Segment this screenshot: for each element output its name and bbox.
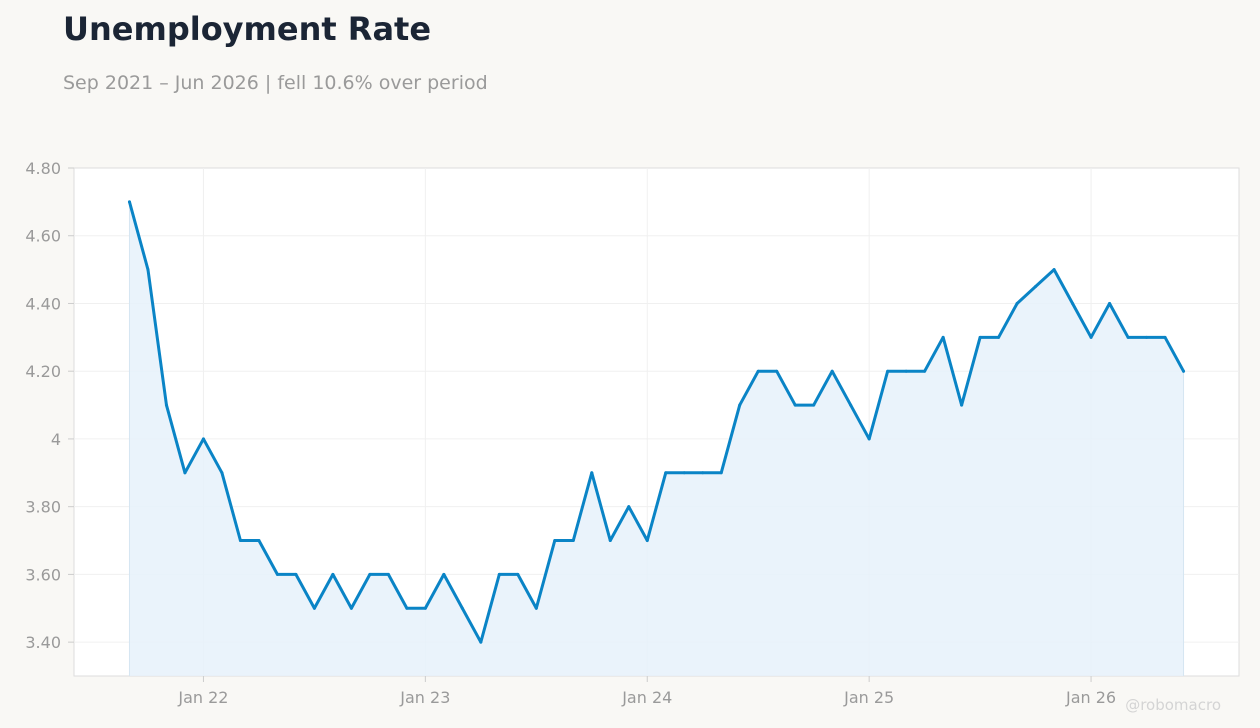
data-point	[923, 369, 927, 373]
x-tick-label: Jan 23	[399, 688, 450, 707]
data-point	[941, 335, 945, 339]
data-point	[497, 572, 501, 576]
data-point	[645, 539, 649, 543]
data-point	[294, 572, 298, 576]
x-tick-label: Jan 24	[621, 688, 672, 707]
data-point	[423, 606, 427, 610]
data-point	[183, 471, 187, 475]
data-point	[682, 471, 686, 475]
data-point	[275, 572, 279, 576]
y-tick-label: 3.80	[25, 498, 61, 517]
data-point	[738, 403, 742, 407]
y-tick-label: 4.20	[25, 362, 61, 381]
data-point	[201, 437, 205, 441]
y-tick-label: 3.60	[25, 565, 61, 584]
y-tick-label: 4.60	[25, 227, 61, 246]
data-point	[312, 606, 316, 610]
data-point	[849, 403, 853, 407]
data-point	[830, 369, 834, 373]
data-point	[978, 335, 982, 339]
data-point	[571, 539, 575, 543]
data-point	[1071, 301, 1075, 305]
data-point	[904, 369, 908, 373]
data-point	[886, 369, 890, 373]
chart-title: Unemployment Rate	[63, 10, 432, 48]
data-point	[627, 505, 631, 509]
data-point	[349, 606, 353, 610]
series-area	[129, 201, 1184, 676]
data-point	[793, 403, 797, 407]
data-point	[368, 572, 372, 576]
data-point	[442, 572, 446, 576]
data-point	[960, 403, 964, 407]
data-point	[220, 471, 224, 475]
series-line	[127, 200, 1186, 644]
x-tick-label: Jan 26	[1065, 688, 1116, 707]
data-point	[164, 403, 168, 407]
y-tick-label: 3.40	[25, 633, 61, 652]
data-point	[127, 200, 131, 204]
data-point	[1182, 369, 1186, 373]
data-point	[1108, 301, 1112, 305]
y-axis: 3.40 3.60 3.80 4 4.20 4.40 4.60 4.80	[25, 159, 74, 652]
data-point	[867, 437, 871, 441]
data-point	[1034, 285, 1038, 289]
data-point	[997, 335, 1001, 339]
x-axis: Jan 22 Jan 23 Jan 24 Jan 25 Jan 26	[177, 676, 1116, 707]
data-point	[146, 268, 150, 272]
data-point	[775, 369, 779, 373]
data-points	[127, 200, 1186, 644]
data-point	[479, 640, 483, 644]
data-point	[331, 572, 335, 576]
x-tick-label: Jan 22	[177, 688, 228, 707]
data-point	[238, 539, 242, 543]
data-point	[257, 539, 261, 543]
data-point	[460, 606, 464, 610]
data-point	[664, 471, 668, 475]
watermark: @robomacro	[1125, 696, 1221, 714]
y-tick-label: 4.40	[25, 294, 61, 313]
data-point	[1015, 301, 1019, 305]
y-tick-label: 4.80	[25, 159, 61, 178]
data-point	[590, 471, 594, 475]
data-point	[534, 606, 538, 610]
data-point	[608, 539, 612, 543]
data-point	[1089, 335, 1093, 339]
data-point	[1145, 335, 1149, 339]
data-point	[1052, 268, 1056, 272]
data-point	[516, 572, 520, 576]
data-point	[701, 471, 705, 475]
data-point	[1126, 335, 1130, 339]
data-point	[719, 471, 723, 475]
data-point	[386, 572, 390, 576]
data-point	[553, 539, 557, 543]
chart-subtitle: Sep 2021 – Jun 2026 | fell 10.6% over pe…	[63, 72, 488, 94]
x-tick-label: Jan 25	[843, 688, 894, 707]
data-point	[756, 369, 760, 373]
data-point	[1163, 335, 1167, 339]
data-point	[405, 606, 409, 610]
y-tick-label: 4	[51, 430, 61, 449]
data-point	[812, 403, 816, 407]
